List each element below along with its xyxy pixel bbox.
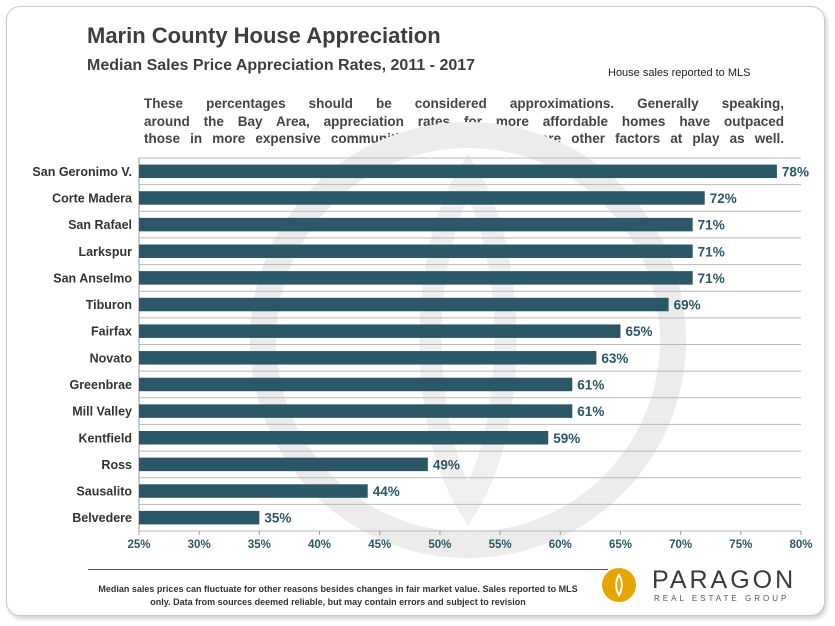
bar bbox=[139, 484, 368, 498]
tick-label: 80% bbox=[789, 539, 812, 551]
logo-name: PARAGON bbox=[652, 566, 797, 594]
bar bbox=[139, 217, 693, 232]
value-label: 71% bbox=[698, 244, 725, 259]
bar bbox=[139, 510, 260, 525]
tick-label: 65% bbox=[609, 539, 632, 551]
value-label: 78% bbox=[782, 164, 809, 179]
category-label: San Rafael bbox=[68, 218, 132, 232]
category-label: Novato bbox=[90, 351, 133, 365]
tick-label: 45% bbox=[368, 539, 391, 551]
footer-disclaimer: Median sales prices can fluctuate for ot… bbox=[98, 584, 578, 607]
value-label: 61% bbox=[577, 377, 604, 392]
value-label: 69% bbox=[674, 298, 701, 313]
paragon-logo: PARAGON REAL ESTATE GROUP bbox=[600, 566, 810, 606]
category-label: San Geronimo V. bbox=[32, 165, 132, 179]
value-label: 49% bbox=[433, 457, 460, 472]
category-label: Mill Valley bbox=[72, 405, 132, 419]
category-label: Belvedere bbox=[72, 511, 132, 525]
paragon-logo-icon bbox=[602, 568, 636, 602]
bar bbox=[139, 351, 597, 365]
category-label: San Anselmo bbox=[53, 271, 132, 285]
category-label: Ross bbox=[101, 458, 132, 472]
bar bbox=[139, 271, 693, 285]
logo-tagline: REAL ESTATE GROUP bbox=[654, 594, 790, 603]
x-axis-ticks: 25% 30% 35% 40% 45% 50% 55% 60% 65% 70% 75% 80% bbox=[127, 531, 813, 551]
value-label: 71% bbox=[698, 218, 725, 233]
value-label: 72% bbox=[710, 191, 737, 206]
category-label: Fairfax bbox=[91, 325, 132, 339]
value-label: 44% bbox=[373, 484, 400, 499]
tick-label: 40% bbox=[308, 539, 331, 551]
category-label: Greenbrae bbox=[69, 378, 132, 392]
chart-title: Marin County House Appreciation bbox=[87, 23, 441, 48]
value-label: 59% bbox=[553, 431, 580, 446]
description-line: around the Bay Area, appreciation rates … bbox=[144, 113, 784, 129]
tick-label: 75% bbox=[729, 539, 752, 551]
tick-label: 60% bbox=[549, 539, 572, 551]
tick-label: 30% bbox=[188, 539, 211, 551]
category-label: Kentfield bbox=[79, 431, 132, 445]
value-label: 71% bbox=[698, 271, 725, 286]
watermark-ring bbox=[250, 122, 686, 558]
bar bbox=[139, 324, 621, 338]
category-label: Larkspur bbox=[79, 245, 133, 259]
value-label: 35% bbox=[264, 511, 291, 526]
chart-bars bbox=[139, 164, 777, 525]
description-line: These percentages should be considered a… bbox=[144, 96, 784, 111]
bar bbox=[139, 297, 669, 312]
category-labels: San Geronimo V. Corte Madera San Rafael Lar… bbox=[32, 165, 133, 525]
bar bbox=[139, 431, 549, 445]
bar bbox=[139, 191, 705, 205]
tick-label: 25% bbox=[127, 539, 150, 551]
chart-subtitle: Median Sales Price Appreciation Rates, 2… bbox=[87, 57, 476, 74]
value-label: 65% bbox=[625, 324, 652, 339]
value-label: 63% bbox=[601, 351, 628, 366]
bar bbox=[139, 404, 573, 418]
value-labels: 78% 72% 71% 71% 71% 69% 65% 63% 61% 61% 59% 49% 44% 3… bbox=[264, 164, 809, 525]
tick-label: 35% bbox=[248, 539, 271, 551]
chart-grid bbox=[138, 157, 801, 535]
category-label: Corte Madera bbox=[52, 191, 133, 205]
tick-label: 55% bbox=[489, 539, 512, 551]
bar bbox=[139, 377, 573, 392]
bar bbox=[139, 244, 693, 258]
description-note: These percentages should be considered a… bbox=[144, 95, 784, 148]
value-label: 61% bbox=[577, 404, 604, 419]
bar bbox=[139, 457, 428, 472]
tick-label: 50% bbox=[428, 539, 451, 551]
source-note: House sales reported to MLS bbox=[608, 67, 751, 79]
bar bbox=[139, 164, 777, 179]
category-label: Tiburon bbox=[86, 298, 132, 312]
footer-divider bbox=[88, 569, 608, 570]
tick-label: 70% bbox=[669, 539, 692, 551]
category-label: Sausalito bbox=[76, 485, 132, 499]
